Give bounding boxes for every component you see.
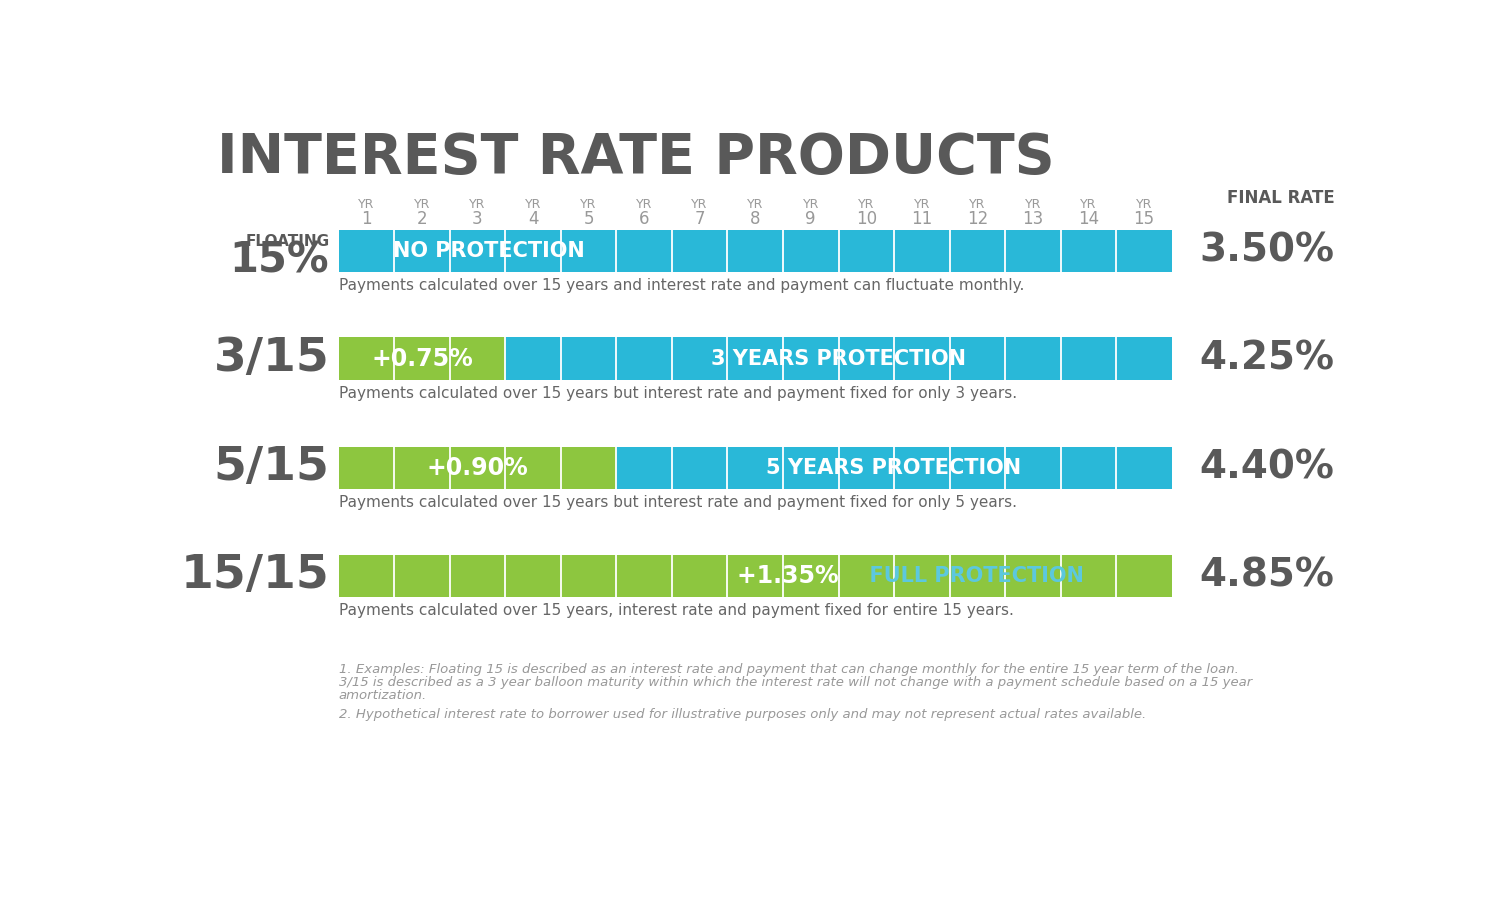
Text: FULL PROTECTION: FULL PROTECTION [855, 566, 1084, 585]
Text: YR: YR [802, 198, 819, 211]
Text: 15%: 15% [230, 240, 330, 282]
Text: 12: 12 [966, 210, 988, 228]
Text: 3/15 is described as a 3 year balloon maturity within which the interest rate wi: 3/15 is described as a 3 year balloon ma… [339, 676, 1252, 689]
Text: 2. Hypothetical interest rate to borrower used for illustrative purposes only an: 2. Hypothetical interest rate to borrowe… [339, 708, 1146, 721]
Text: YR: YR [858, 198, 874, 211]
Text: YR: YR [747, 198, 764, 211]
Text: FLOATING: FLOATING [244, 234, 330, 249]
Text: 11: 11 [910, 210, 933, 228]
Text: Payments calculated over 15 years and interest rate and payment can fluctuate mo: Payments calculated over 15 years and in… [339, 278, 1024, 293]
Text: 5/15: 5/15 [213, 445, 330, 491]
Text: YR: YR [414, 198, 430, 211]
Text: YR: YR [636, 198, 652, 211]
Bar [339, 554, 1172, 597]
Text: amortization.: amortization. [339, 689, 427, 702]
Text: FINAL RATE: FINAL RATE [1227, 189, 1335, 207]
Text: YR: YR [358, 198, 375, 211]
Text: 5 YEARS PROTECTION: 5 YEARS PROTECTION [766, 458, 1022, 478]
Text: +0.90%: +0.90% [426, 455, 528, 480]
Text: Payments calculated over 15 years but interest rate and payment fixed for only 5: Payments calculated over 15 years but in… [339, 495, 1017, 510]
Bar [339, 337, 506, 380]
Text: 1. Examples: Floating 15 is described as an interest rate and payment that can c: 1. Examples: Floating 15 is described as… [339, 663, 1239, 676]
Text: 4.40%: 4.40% [1200, 449, 1335, 487]
Text: YR: YR [914, 198, 930, 211]
Text: YR: YR [470, 198, 486, 211]
Text: 8: 8 [750, 210, 760, 228]
Text: 3: 3 [472, 210, 483, 228]
Text: 1: 1 [362, 210, 372, 228]
Text: 5: 5 [584, 210, 594, 228]
Text: 13: 13 [1023, 210, 1044, 228]
Text: YR: YR [1080, 198, 1096, 211]
Text: Payments calculated over 15 years but interest rate and payment fixed for only 3: Payments calculated over 15 years but in… [339, 386, 1017, 401]
Text: 2: 2 [417, 210, 428, 228]
Text: NO PROTECTION: NO PROTECTION [393, 241, 585, 261]
Text: INTEREST RATE PRODUCTS: INTEREST RATE PRODUCTS [217, 132, 1054, 185]
Text: 7: 7 [694, 210, 705, 228]
Text: 3.50%: 3.50% [1200, 231, 1335, 270]
Text: YR: YR [969, 198, 986, 211]
Text: 3/15: 3/15 [213, 337, 330, 381]
Text: YR: YR [525, 198, 542, 211]
Text: 4: 4 [528, 210, 538, 228]
Text: 15/15: 15/15 [180, 553, 330, 598]
Bar [616, 447, 1172, 489]
Bar [339, 230, 1172, 272]
Text: 3 YEARS PROTECTION: 3 YEARS PROTECTION [711, 349, 966, 369]
Text: 6: 6 [639, 210, 650, 228]
Bar [339, 447, 616, 489]
Text: +0.75%: +0.75% [370, 347, 472, 371]
Text: 9: 9 [806, 210, 816, 228]
Text: YR: YR [692, 198, 708, 211]
Text: 10: 10 [855, 210, 877, 228]
Text: 14: 14 [1078, 210, 1100, 228]
Text: +1.35%: +1.35% [736, 563, 855, 587]
Bar [506, 337, 1172, 380]
Text: YR: YR [1136, 198, 1152, 211]
Text: 15: 15 [1134, 210, 1155, 228]
Text: YR: YR [580, 198, 597, 211]
Text: 4.85%: 4.85% [1200, 557, 1335, 595]
Text: 4.25%: 4.25% [1200, 339, 1335, 378]
Text: Payments calculated over 15 years, interest rate and payment fixed for entire 15: Payments calculated over 15 years, inter… [339, 603, 1014, 618]
Text: YR: YR [1024, 198, 1041, 211]
